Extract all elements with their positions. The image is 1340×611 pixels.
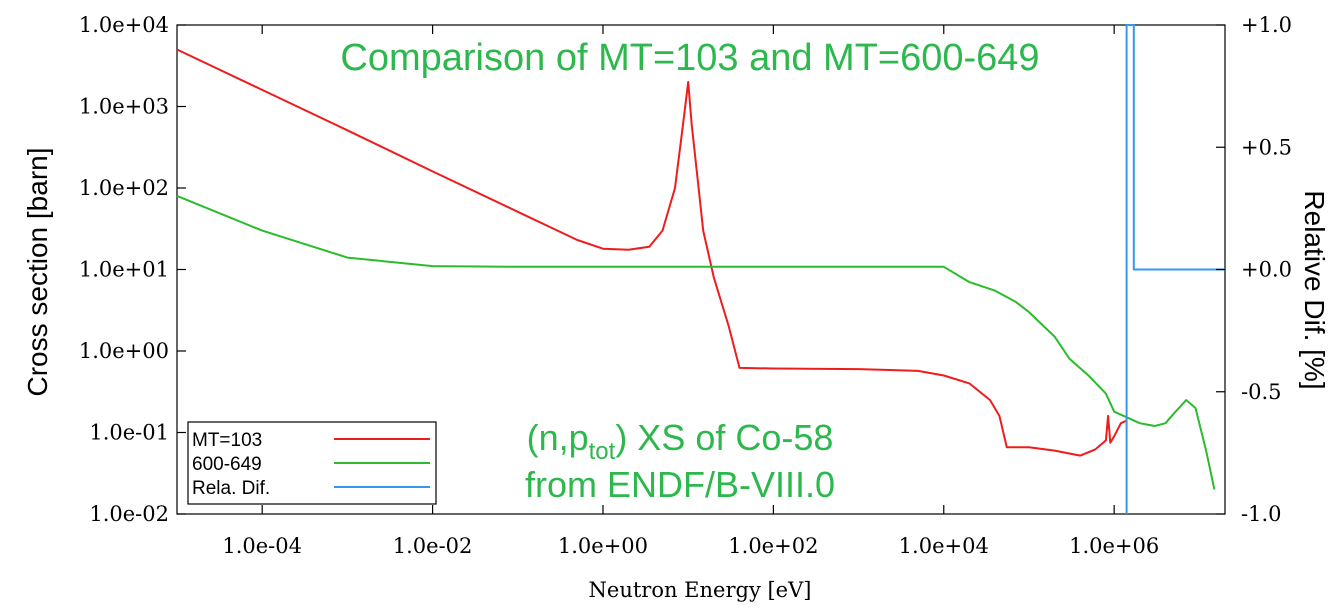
x-tick-label-5: 1.0e+06 (1069, 534, 1159, 558)
legend-label-0: MT=103 (192, 430, 262, 451)
annotation-line-2: from ENDF/B-VIII.0 (525, 464, 835, 505)
y2-tick-label-1: +0.5 (1241, 135, 1292, 159)
series-layer (176, 24, 1225, 514)
y-tick-label-6: 1.0e-02 (89, 502, 169, 526)
y2-tick-label-3: -0.5 (1241, 380, 1282, 404)
annotation-line-1: (n,ptot) XS of Co-58 (527, 417, 834, 465)
y-tick-label-3: 1.0e+01 (79, 258, 169, 282)
series-line-mt-103 (176, 48, 1128, 457)
y-tick-label-4: 1.0e+00 (79, 339, 169, 363)
series-line-600-649 (176, 194, 1216, 490)
legend-label-2: Rela. Dif. (192, 478, 270, 499)
y-tick-label-0: 1.0e+04 (79, 13, 169, 37)
x-tick-label-0: 1.0e-04 (222, 534, 302, 558)
x-tick-label-1: 1.0e-02 (393, 534, 473, 558)
y2-tick-label-4: -1.0 (1241, 502, 1282, 526)
y-tick-label-2: 1.0e+02 (79, 176, 169, 200)
chart-title: Comparison of MT=103 and MT=600-649 (340, 37, 1039, 79)
series-line-rela-dif (1125, 24, 1225, 514)
legend: MT=103 600-649 Rela. Dif. (187, 421, 437, 505)
x-tick-label-3: 1.0e+02 (728, 534, 818, 558)
x-axis-label: Neutron Energy [eV] (589, 578, 812, 602)
y2-tick-label-2: +0.0 (1241, 258, 1292, 282)
y2-axis-label: Relative Dif. [%] (1299, 190, 1330, 389)
x-tick-label-4: 1.0e+04 (899, 534, 989, 558)
legend-label-1: 600-649 (192, 454, 262, 475)
x-tick-label-2: 1.0e+00 (558, 534, 648, 558)
tick-layer: 1.0e-04 1.0e-02 1.0e+00 1.0e+02 1.0e+04 1.0e+… (79, 13, 1292, 558)
y-tick-label-1: 1.0e+03 (79, 95, 169, 119)
y2-tick-label-0: +1.0 (1241, 13, 1292, 37)
y-tick-label-5: 1.0e-01 (89, 421, 169, 445)
y-axis-label: Cross section [barn] (22, 148, 53, 397)
